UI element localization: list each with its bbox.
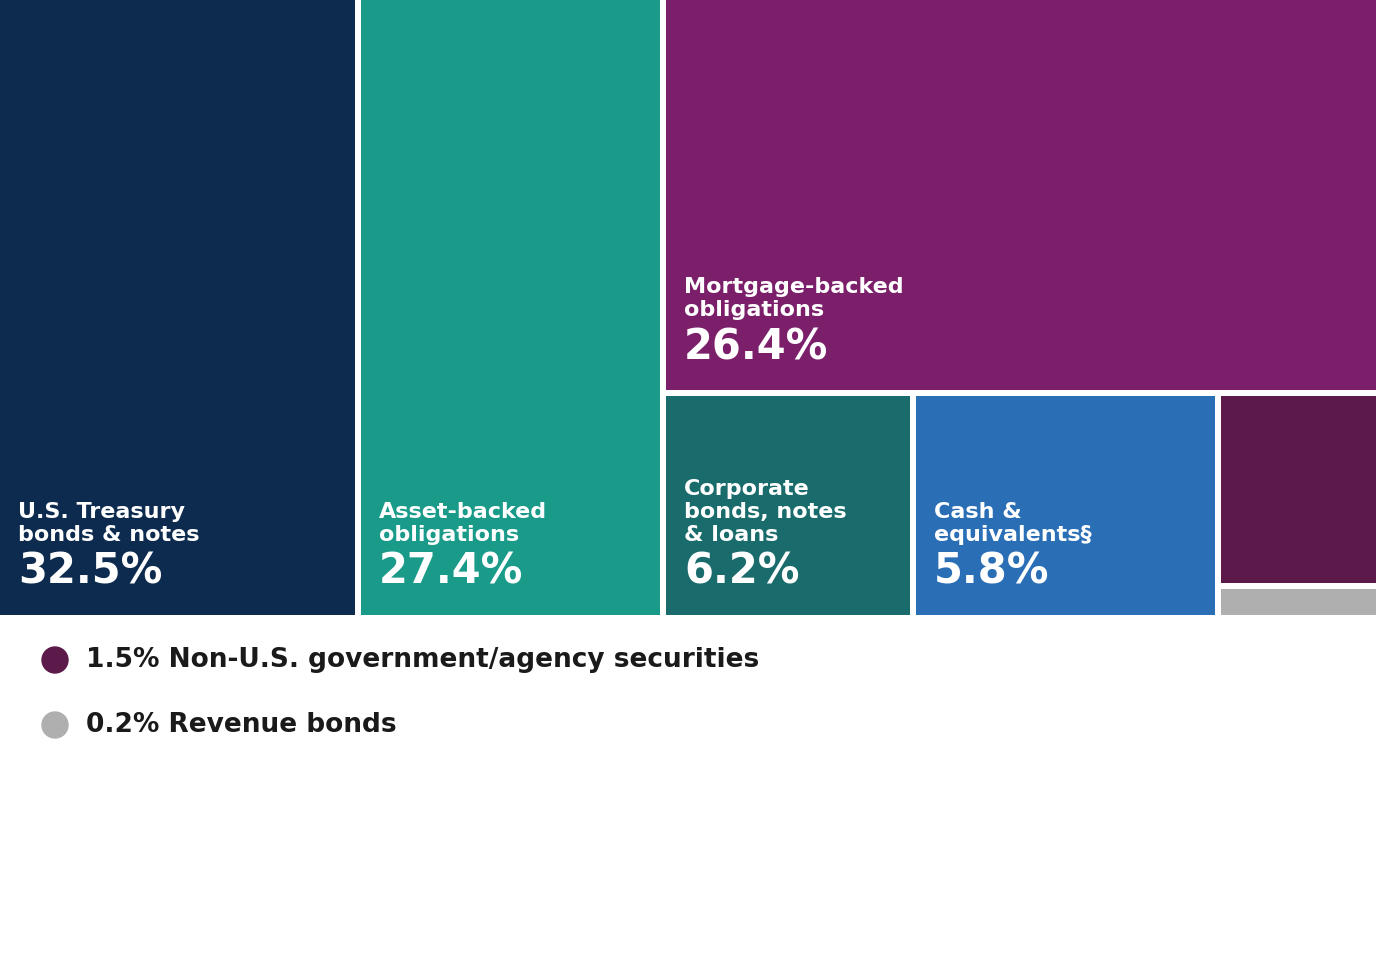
Text: 32.5%: 32.5% <box>18 551 162 593</box>
Text: 1.5% Non-U.S. government/agency securities: 1.5% Non-U.S. government/agency securiti… <box>85 647 760 673</box>
Text: U.S. Treasury
bonds & notes: U.S. Treasury bonds & notes <box>18 501 200 545</box>
Bar <box>666 396 910 615</box>
Bar <box>666 0 1376 390</box>
Circle shape <box>43 712 67 738</box>
Bar <box>1221 589 1376 615</box>
Text: 0.2% Revenue bonds: 0.2% Revenue bonds <box>85 712 396 738</box>
Text: 6.2%: 6.2% <box>684 551 799 593</box>
Bar <box>1221 396 1376 583</box>
Bar <box>361 0 660 615</box>
Bar <box>0 0 355 615</box>
Text: Mortgage-backed
obligations: Mortgage-backed obligations <box>684 277 904 320</box>
Bar <box>916 396 1215 615</box>
Circle shape <box>43 647 67 673</box>
Text: Asset-backed
obligations: Asset-backed obligations <box>378 501 548 545</box>
Text: 26.4%: 26.4% <box>684 326 828 368</box>
Text: 27.4%: 27.4% <box>378 551 523 593</box>
Text: 5.8%: 5.8% <box>934 551 1050 593</box>
Text: Corporate
bonds, notes
& loans: Corporate bonds, notes & loans <box>684 478 846 545</box>
Text: Cash &
equivalents§: Cash & equivalents§ <box>934 501 1091 545</box>
